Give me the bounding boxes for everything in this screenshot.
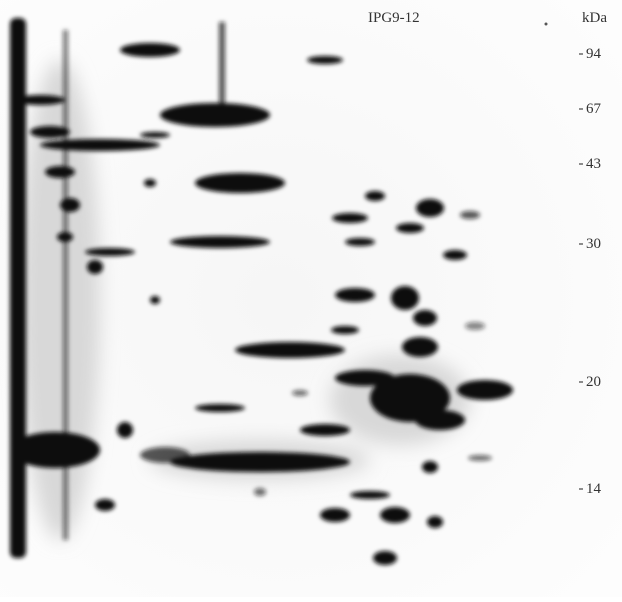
- unit-label: kDa: [582, 10, 607, 26]
- marker-label: 14: [586, 481, 602, 497]
- speck: [544, 22, 548, 26]
- marker-label: 67: [586, 101, 602, 117]
- marker-label: 30: [586, 236, 601, 252]
- gel-label: IPG9-12: [368, 10, 420, 26]
- marker-label: 94: [586, 46, 602, 62]
- protein-spots: [10, 18, 513, 565]
- marker-label: 43: [586, 156, 601, 172]
- marker-ladder: 94 67 43 30 20 14: [579, 46, 602, 497]
- marker-label: 20: [586, 374, 601, 390]
